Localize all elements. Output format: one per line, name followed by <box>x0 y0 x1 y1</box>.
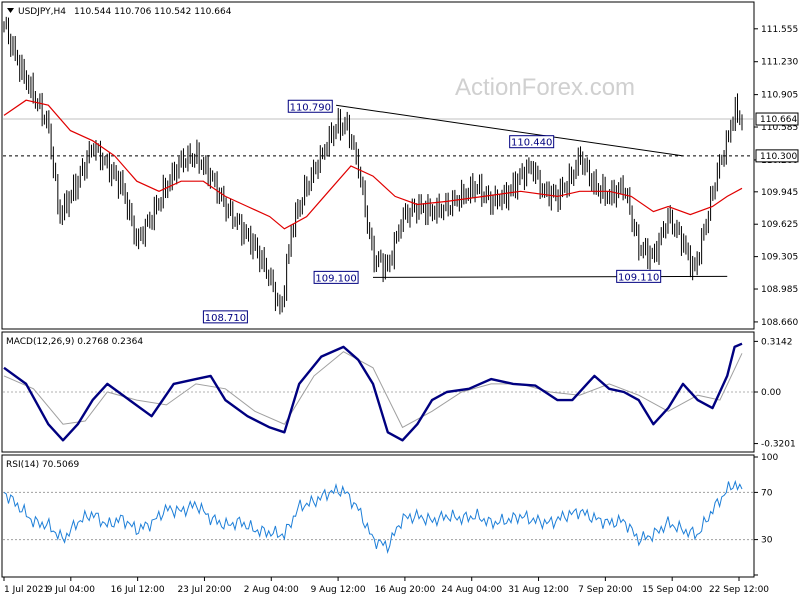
annotation-label-1: 110.440 <box>511 138 552 149</box>
x-tick-label-4: 2 Aug 04:00 <box>244 585 299 595</box>
trendline-1 <box>372 275 728 278</box>
macd-tick-label-2: -0.3201 <box>761 440 796 450</box>
price-tick-label-3: 110.585 <box>761 123 798 133</box>
rsi-panel: RSI(14) 70.5069 100 70 30 <box>1 453 778 578</box>
price-tag-box-0 <box>755 112 799 126</box>
x-tick-label-1: 9 Jul 04:00 <box>47 585 96 595</box>
rsi-panel-frame <box>1 454 755 578</box>
macd-tick-label-0: 0.3142 <box>761 337 793 347</box>
x-tick-label-8: 31 Aug 12:00 <box>508 585 569 595</box>
x-tick-label-11: 22 Sep 12:00 <box>709 585 769 595</box>
annotation-box-4 <box>202 310 248 324</box>
x-tick-label-2: 16 Jul 12:00 <box>111 585 165 595</box>
rsi-line <box>3 479 743 554</box>
macd-signal-line <box>3 351 743 429</box>
price-tick-label-0: 111.555 <box>761 25 798 35</box>
price-tick-label-7: 109.305 <box>761 253 798 263</box>
macd-tick-label-1: 0.00 <box>761 388 781 398</box>
annotation-box-1 <box>509 135 555 149</box>
x-tick-label-9: 7 Sep 20:00 <box>578 585 633 595</box>
x-tick-label-10: 15 Sep 04:00 <box>642 585 702 595</box>
macd-line <box>3 342 743 442</box>
price-tick-label-5: 109.945 <box>761 188 798 198</box>
price-panel: ActionForex.com USDJPY,H4 110.544 110.70… <box>1 1 799 330</box>
annotation-label-3: 109.110 <box>618 272 659 283</box>
rsi-tick-label-1: 70 <box>761 488 773 498</box>
price-tick-label-1: 111.230 <box>761 58 798 68</box>
annotation-label-0: 110.790 <box>290 102 331 113</box>
watermark: ActionForex.com <box>455 74 635 101</box>
annotation-label-4: 108.710 <box>205 313 246 324</box>
macd-panel-frame <box>1 331 755 453</box>
ohlc-label: 110.544 110.706 110.542 110.664 <box>74 7 232 17</box>
x-tick-label-6: 16 Aug 20:00 <box>375 585 436 595</box>
x-tick-label-3: 23 Jul 20:00 <box>177 585 231 595</box>
x-tick-label-5: 9 Aug 12:00 <box>311 585 366 595</box>
trendline-0 <box>336 104 684 157</box>
annotation-label-2: 109.100 <box>315 273 356 284</box>
rsi-tick-label-0: 100 <box>761 453 778 463</box>
x-tick-label-0: 1 Jul 2021 <box>4 585 49 595</box>
annotation-box-0 <box>287 99 333 113</box>
annotation-box-2 <box>313 270 359 284</box>
x-tick-label-7: 24 Aug 04:00 <box>441 585 502 595</box>
price-tag-label-0: 110.664 <box>760 115 797 125</box>
macd-panel: MACD(12,26,9) 0.2768 0.2364 0.3142 0.00 -0… <box>1 331 796 453</box>
price-tick-label-6: 109.625 <box>761 220 798 230</box>
price-tick-label-2: 110.905 <box>761 91 798 101</box>
price-tag-box-1 <box>755 149 799 163</box>
rsi-tick-label-2: 30 <box>761 536 773 546</box>
price-tick-label-9: 108.660 <box>761 318 798 328</box>
price-tick-label-8: 108.985 <box>761 285 798 295</box>
collapse-triangle-icon[interactable] <box>7 8 14 13</box>
macd-label: MACD(12,26,9) 0.2768 0.2364 <box>6 337 143 347</box>
annotation-box-3 <box>616 269 662 283</box>
moving-average-line <box>3 99 743 230</box>
symbol-label: USDJPY,H4 <box>18 7 66 17</box>
rsi-label: RSI(14) 70.5069 <box>6 460 79 470</box>
price-tag-label-1: 110.300 <box>760 152 797 162</box>
